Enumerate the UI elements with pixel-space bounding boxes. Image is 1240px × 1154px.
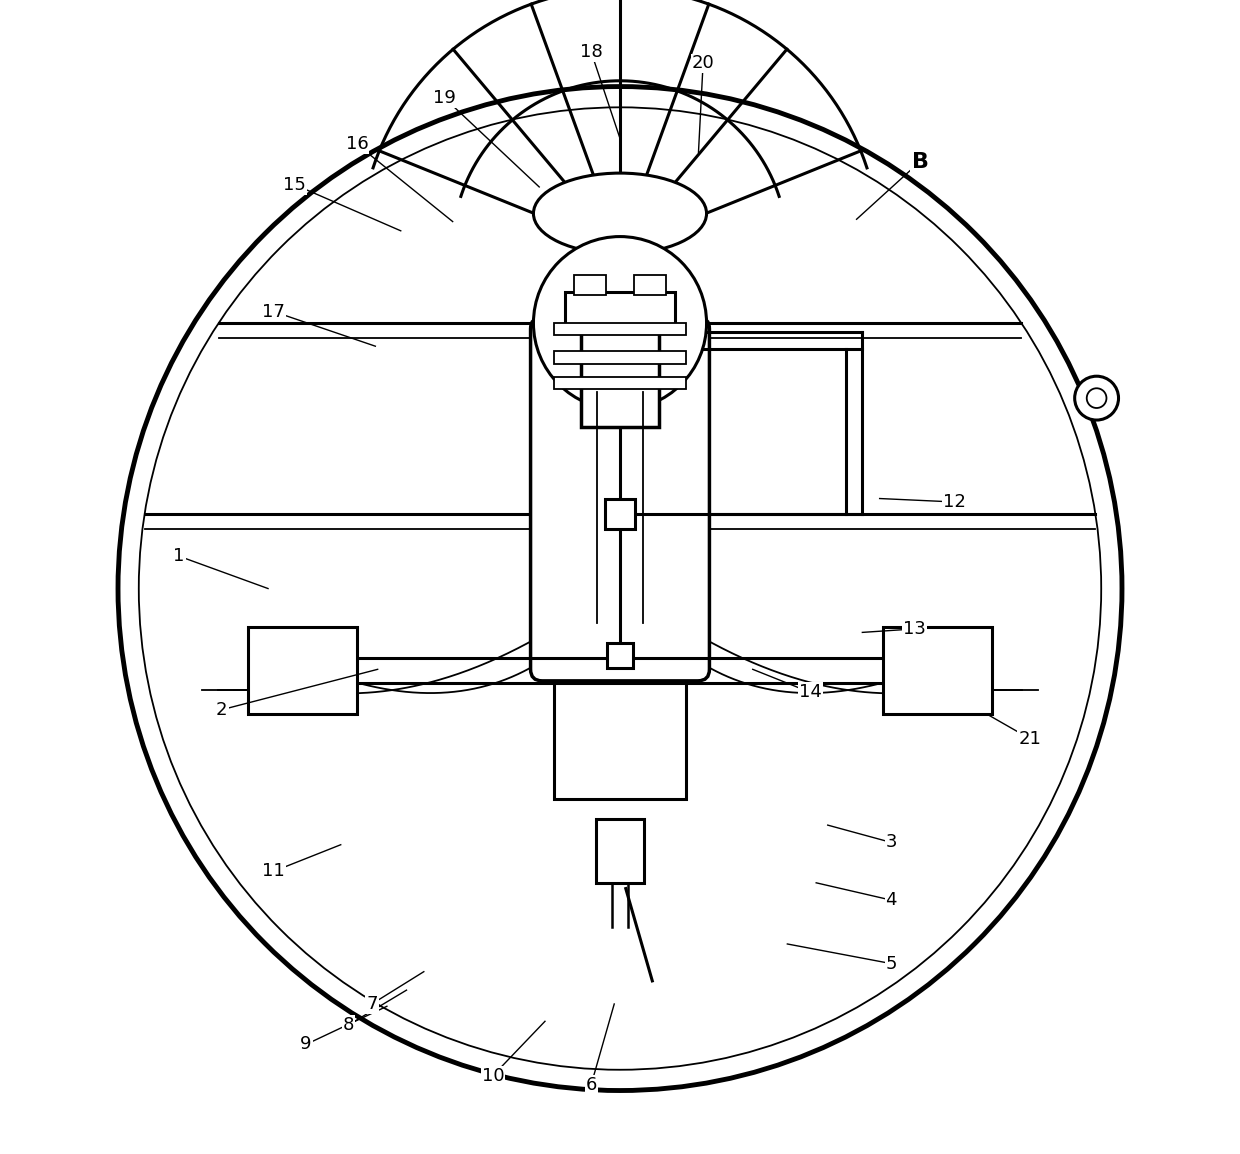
Text: 21: 21 xyxy=(1018,729,1042,748)
Text: 4: 4 xyxy=(885,891,897,909)
Text: 20: 20 xyxy=(692,54,714,73)
Text: 2: 2 xyxy=(216,700,228,719)
Text: 12: 12 xyxy=(944,493,966,511)
Bar xyxy=(553,323,687,335)
Bar xyxy=(580,329,660,427)
Bar xyxy=(574,275,606,295)
Bar xyxy=(608,643,632,668)
Bar xyxy=(553,683,687,799)
Text: 13: 13 xyxy=(903,620,926,638)
Text: 17: 17 xyxy=(263,302,285,321)
Text: 1: 1 xyxy=(174,547,185,565)
FancyBboxPatch shape xyxy=(531,317,709,681)
Bar xyxy=(565,292,675,329)
Text: B: B xyxy=(911,151,929,172)
Bar xyxy=(595,819,645,883)
Text: 11: 11 xyxy=(263,862,285,881)
Circle shape xyxy=(533,237,707,410)
Bar xyxy=(634,275,666,295)
Text: 10: 10 xyxy=(482,1066,505,1085)
Text: 18: 18 xyxy=(580,43,603,61)
Text: 9: 9 xyxy=(300,1035,312,1054)
Bar xyxy=(553,352,687,365)
Bar xyxy=(553,377,687,390)
Bar xyxy=(605,499,635,529)
Bar xyxy=(248,628,357,713)
Text: 6: 6 xyxy=(585,1076,596,1094)
Text: 5: 5 xyxy=(885,954,897,973)
Circle shape xyxy=(1075,376,1118,420)
Text: 14: 14 xyxy=(799,683,822,702)
Text: 19: 19 xyxy=(433,89,456,107)
Text: 16: 16 xyxy=(346,135,368,153)
Text: 3: 3 xyxy=(885,833,897,852)
Bar xyxy=(883,628,992,713)
Text: 7: 7 xyxy=(366,995,378,1013)
Text: 8: 8 xyxy=(343,1016,355,1034)
Ellipse shape xyxy=(533,173,707,254)
Text: 15: 15 xyxy=(283,175,306,194)
